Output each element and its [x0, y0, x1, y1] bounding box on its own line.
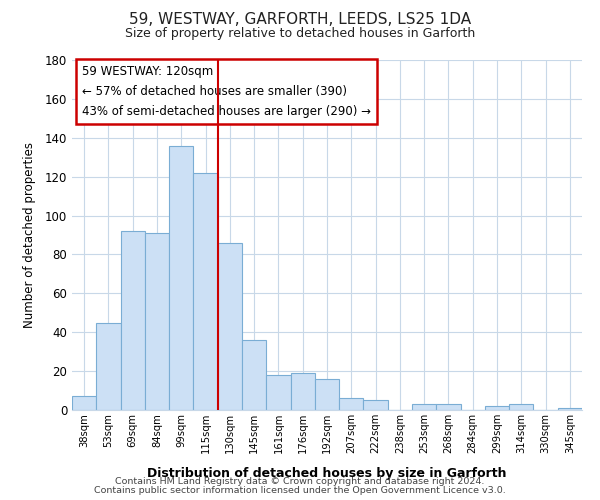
- Y-axis label: Number of detached properties: Number of detached properties: [23, 142, 37, 328]
- Text: 59, WESTWAY, GARFORTH, LEEDS, LS25 1DA: 59, WESTWAY, GARFORTH, LEEDS, LS25 1DA: [129, 12, 471, 28]
- Bar: [169, 146, 193, 410]
- Bar: [121, 231, 145, 410]
- Bar: [436, 404, 461, 410]
- Bar: [193, 173, 218, 410]
- Bar: [290, 373, 315, 410]
- Bar: [412, 404, 436, 410]
- Bar: [558, 408, 582, 410]
- Text: Contains public sector information licensed under the Open Government Licence v3: Contains public sector information licen…: [94, 486, 506, 495]
- Bar: [218, 243, 242, 410]
- Bar: [485, 406, 509, 410]
- Bar: [72, 396, 96, 410]
- Text: Size of property relative to detached houses in Garforth: Size of property relative to detached ho…: [125, 28, 475, 40]
- Bar: [509, 404, 533, 410]
- Text: 59 WESTWAY: 120sqm
← 57% of detached houses are smaller (390)
43% of semi-detach: 59 WESTWAY: 120sqm ← 57% of detached hou…: [82, 66, 371, 118]
- X-axis label: Distribution of detached houses by size in Garforth: Distribution of detached houses by size …: [147, 467, 507, 480]
- Bar: [315, 379, 339, 410]
- Bar: [339, 398, 364, 410]
- Bar: [364, 400, 388, 410]
- Bar: [145, 233, 169, 410]
- Bar: [96, 322, 121, 410]
- Bar: [266, 375, 290, 410]
- Bar: [242, 340, 266, 410]
- Text: Contains HM Land Registry data © Crown copyright and database right 2024.: Contains HM Land Registry data © Crown c…: [115, 477, 485, 486]
